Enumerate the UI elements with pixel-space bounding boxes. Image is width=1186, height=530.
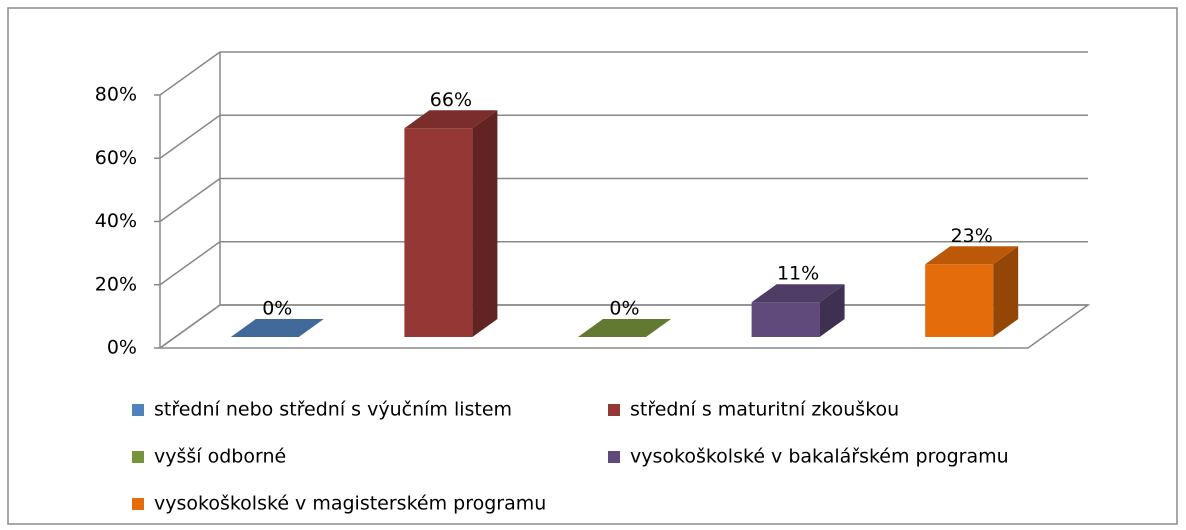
grid-line xyxy=(159,304,221,349)
value-label: 0% xyxy=(609,298,639,320)
bar-front xyxy=(404,128,473,337)
y-tick-label: 80% xyxy=(95,84,137,106)
value-label: 11% xyxy=(777,263,819,285)
grid-line xyxy=(159,177,221,223)
bar-top xyxy=(925,246,1019,265)
grid-line xyxy=(159,51,221,96)
legend-label: střední nebo střední s výučním listem xyxy=(154,399,512,421)
bar-top xyxy=(404,110,498,129)
bar xyxy=(751,284,845,337)
bar xyxy=(404,110,498,338)
grid-line xyxy=(159,241,221,286)
bar-top xyxy=(578,319,671,337)
legend-swatch xyxy=(608,451,620,463)
grid-line xyxy=(159,114,221,159)
legend-label: vysokoškolské v magisterském programu xyxy=(154,493,546,515)
legend-label: vysokoškolské v bakalářském programu xyxy=(630,446,1009,468)
legend-swatch xyxy=(608,404,620,416)
bar-side xyxy=(472,110,498,338)
value-label: 23% xyxy=(951,225,993,247)
bar xyxy=(230,319,324,337)
value-label: 66% xyxy=(430,89,472,111)
y-tick-label: 60% xyxy=(95,147,137,169)
legend-swatch xyxy=(132,451,144,463)
bar-side xyxy=(993,246,1019,337)
y-tick-label: 40% xyxy=(95,210,137,232)
legend-label: vyšší odborné xyxy=(154,446,286,468)
bar-front xyxy=(925,264,994,337)
bar-front xyxy=(751,302,820,337)
y-tick-label: 20% xyxy=(95,273,137,295)
bar xyxy=(578,319,671,337)
bar xyxy=(925,246,1019,337)
legend-swatch xyxy=(132,498,144,510)
bar-top xyxy=(751,284,845,303)
value-label: 0% xyxy=(262,298,292,320)
legend-label: střední s maturitní zkouškou xyxy=(630,399,899,421)
legend-swatch xyxy=(132,404,144,416)
bar-side xyxy=(819,284,845,337)
bar-top xyxy=(230,319,324,337)
y-tick-label: 0% xyxy=(107,337,137,359)
